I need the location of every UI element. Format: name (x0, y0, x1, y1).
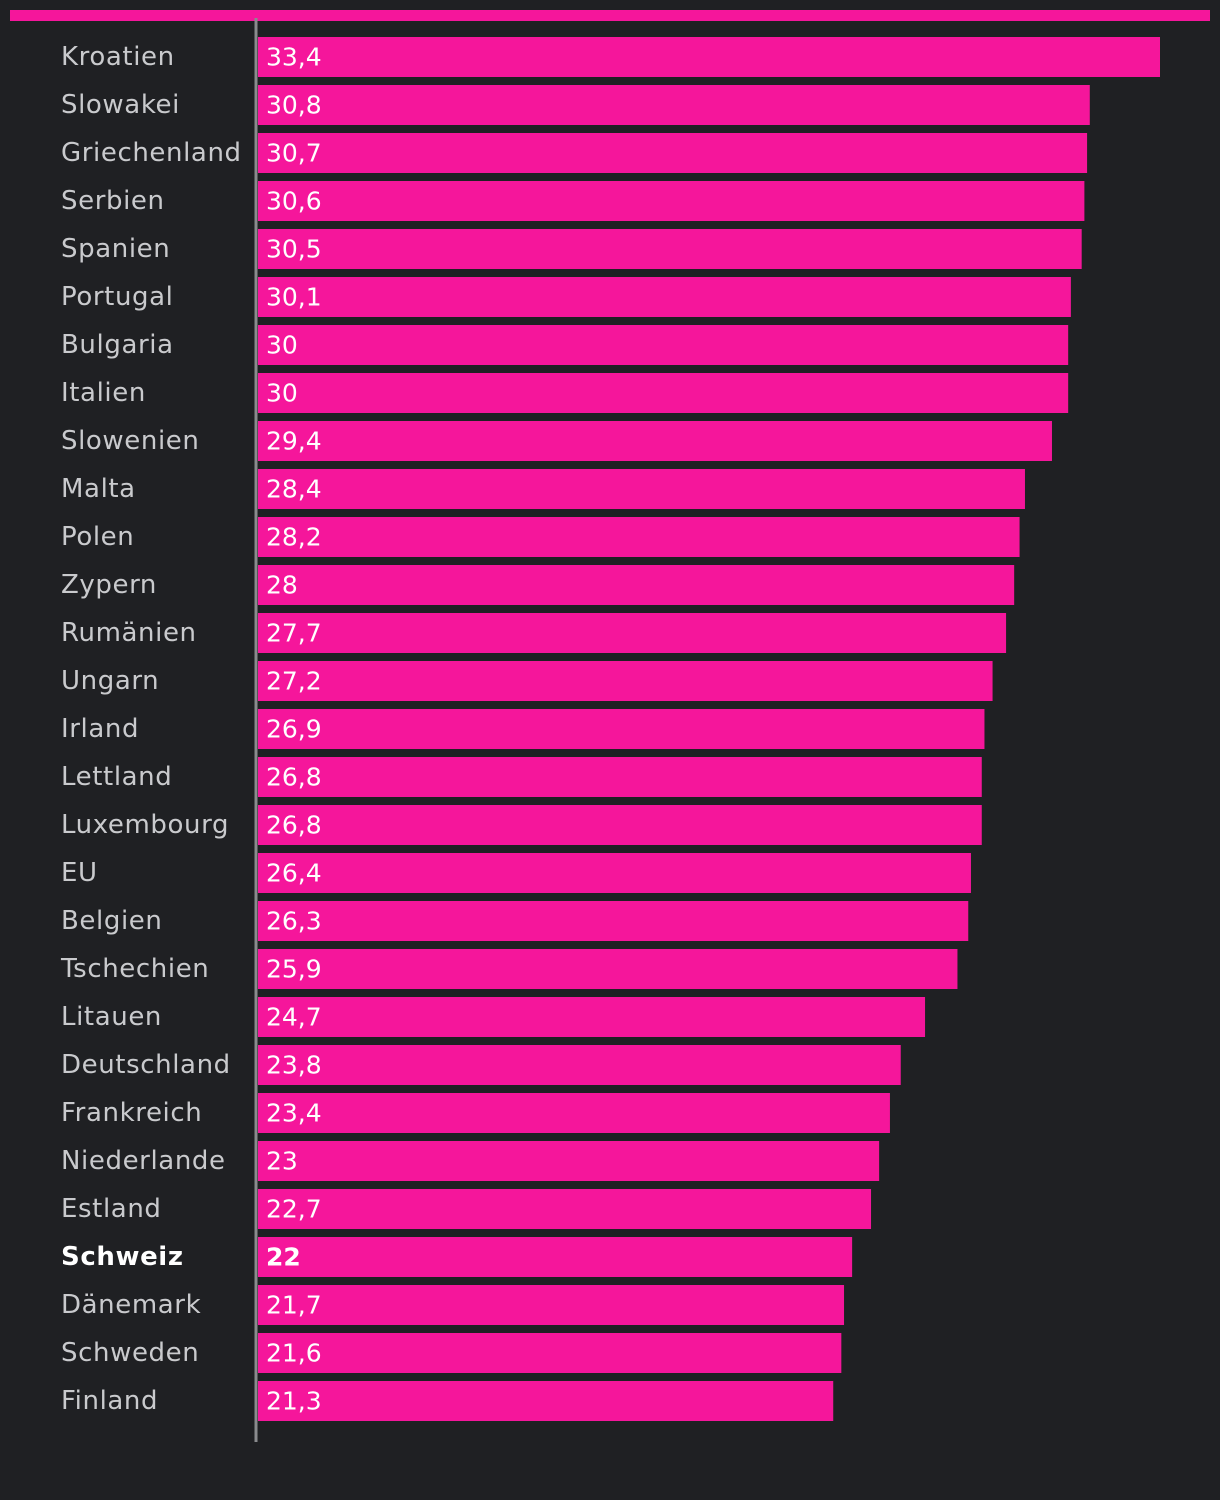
category-label: Dänemark (61, 1290, 201, 1320)
value-label: 21,3 (266, 1387, 322, 1416)
value-label: 23,8 (266, 1051, 322, 1080)
category-label: Slowakei (61, 90, 180, 120)
value-label: 30,5 (266, 235, 322, 264)
value-label: 26,4 (266, 859, 322, 888)
category-label: Malta (61, 474, 136, 504)
bar-schweiz (258, 1237, 853, 1277)
bar-slowenien (258, 421, 1052, 461)
bar-griechenland (258, 133, 1088, 173)
value-label: 21,7 (266, 1291, 322, 1320)
bar-deutschland (258, 1045, 901, 1085)
category-label: Estland (61, 1194, 162, 1224)
bar-serbien (258, 181, 1085, 221)
category-label: Lettland (61, 762, 172, 792)
value-label: 28 (266, 571, 298, 600)
category-label: Spanien (61, 234, 170, 264)
category-label: Slowenien (61, 426, 199, 456)
bar-polen (258, 517, 1020, 557)
value-label: 30,7 (266, 139, 322, 168)
category-label: Kroatien (61, 42, 175, 72)
category-label: Ungarn (61, 666, 159, 696)
bar-zypern (258, 565, 1015, 605)
value-label: 30 (266, 379, 298, 408)
bar-luxembourg (258, 805, 982, 845)
category-label: Schweiz (61, 1242, 184, 1272)
category-label: Belgien (61, 906, 162, 936)
value-label: 26,8 (266, 811, 322, 840)
value-label: 28,2 (266, 523, 322, 552)
value-label: 25,9 (266, 955, 322, 984)
bars-group (258, 37, 1160, 1421)
bar-eu (258, 853, 971, 893)
value-label: 23,4 (266, 1099, 322, 1128)
value-label: 28,4 (266, 475, 322, 504)
category-label: Polen (61, 522, 134, 552)
category-label: Irland (61, 714, 139, 744)
category-label: Bulgaria (61, 330, 174, 360)
value-label: 26,8 (266, 763, 322, 792)
bar-schweden (258, 1333, 842, 1373)
value-label: 26,9 (266, 715, 322, 744)
category-label: EU (61, 858, 98, 888)
bar-spanien (258, 229, 1082, 269)
bar-litauen (258, 997, 926, 1037)
bar-italien (258, 373, 1069, 413)
bar-estland (258, 1189, 872, 1229)
category-label: Schweden (61, 1338, 199, 1368)
value-label: 23 (266, 1147, 298, 1176)
category-label: Rumänien (61, 618, 197, 648)
value-label: 33,4 (266, 43, 322, 72)
bar-bulgaria (258, 325, 1069, 365)
value-label: 30,6 (266, 187, 322, 216)
value-label: 30,8 (266, 91, 322, 120)
category-label: Tschechien (60, 954, 209, 984)
category-label: Zypern (61, 570, 157, 600)
value-label: 21,6 (266, 1339, 322, 1368)
bar-portugal (258, 277, 1071, 317)
category-label: Finland (61, 1386, 158, 1416)
bar-malta (258, 469, 1025, 509)
bar-niederlande (258, 1141, 880, 1181)
category-labels-group: Kroatien Slowakei Griechenland Serbien Spani… (60, 42, 242, 1416)
bar-ungarn (258, 661, 993, 701)
category-label: Frankreich (61, 1098, 202, 1128)
category-label: Deutschland (61, 1050, 231, 1080)
category-label: Italien (61, 378, 146, 408)
bar-kroatien (258, 37, 1160, 77)
category-label: Portugal (61, 282, 173, 312)
bar-dänemark (258, 1285, 845, 1325)
value-label: 27,2 (266, 667, 322, 696)
bar-irland (258, 709, 985, 749)
bar-tschechien (258, 949, 958, 989)
value-label: 30,1 (266, 283, 322, 312)
bar-frankreich (258, 1093, 890, 1133)
bar-finland (258, 1381, 834, 1421)
value-label: 29,4 (266, 427, 322, 456)
category-label: Luxembourg (61, 810, 229, 840)
value-label: 22,7 (266, 1195, 322, 1224)
bar-slowakei (258, 85, 1090, 125)
category-label: Niederlande (61, 1146, 226, 1176)
category-label: Griechenland (61, 138, 242, 168)
value-label: 24,7 (266, 1003, 322, 1032)
value-label: 26,3 (266, 907, 322, 936)
bar-lettland (258, 757, 982, 797)
bar-belgien (258, 901, 969, 941)
value-label: 30 (266, 331, 298, 360)
value-label: 27,7 (266, 619, 322, 648)
bar-rumänien (258, 613, 1007, 653)
category-label: Serbien (61, 186, 165, 216)
category-label: Litauen (61, 1002, 162, 1032)
value-label: 22 (266, 1243, 301, 1272)
value-labels-group: 33,4 30,8 30,7 30,6 30,5 30,1 30 30 29,4 28,4 28,2… (266, 43, 322, 1416)
top-accent-bar (10, 10, 1210, 21)
